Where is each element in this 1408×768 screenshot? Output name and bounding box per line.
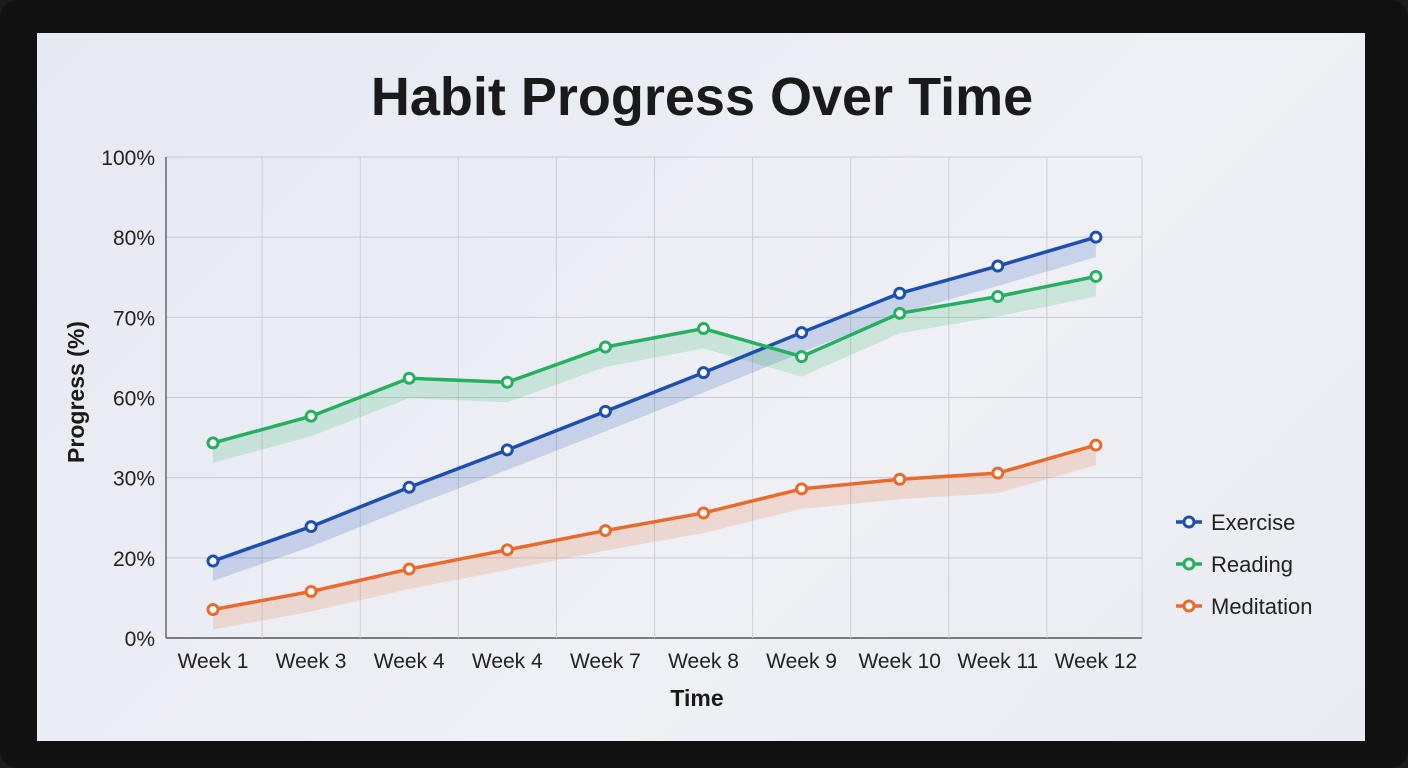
series-lines bbox=[206, 230, 1103, 617]
data-point-meditation bbox=[1089, 438, 1103, 452]
y-tick-label: 0% bbox=[125, 628, 155, 651]
legend-label-exercise: Exercise bbox=[1211, 510, 1295, 535]
legend-label-reading: Reading bbox=[1211, 552, 1293, 577]
chart-title: Habit Progress Over Time bbox=[371, 67, 1033, 127]
data-point-exercise bbox=[598, 404, 612, 418]
x-tick-label: Week 10 bbox=[858, 650, 941, 673]
data-point-exercise bbox=[795, 326, 809, 340]
data-point-meditation bbox=[206, 603, 220, 617]
x-tick-label: Week 3 bbox=[276, 650, 347, 673]
y-tick-label: 80% bbox=[113, 227, 155, 250]
data-point-exercise bbox=[1089, 230, 1103, 244]
data-point-exercise bbox=[893, 286, 907, 300]
series-line-meditation bbox=[212, 443, 1097, 612]
x-tick-label: Week 9 bbox=[766, 650, 837, 673]
data-point-reading bbox=[598, 340, 612, 354]
x-tick-label: Week 11 bbox=[957, 650, 1038, 673]
series-shadow-exercise bbox=[213, 237, 1096, 582]
series-line-exercise bbox=[212, 235, 1097, 563]
y-tick-label: 30% bbox=[113, 468, 155, 491]
legend-marker-reading bbox=[1182, 557, 1196, 571]
x-tick-label: Week 4 bbox=[472, 650, 543, 673]
data-point-reading bbox=[795, 350, 809, 364]
x-ticks: Week 1 Week 3 Week 4 Week 4 Week 7 Week 8 Week… bbox=[178, 650, 1138, 673]
x-tick-label: Week 7 bbox=[570, 650, 641, 673]
y-tick-label: 20% bbox=[113, 548, 155, 571]
data-point-exercise bbox=[991, 259, 1005, 273]
screen bbox=[37, 33, 1365, 741]
data-point-meditation bbox=[500, 543, 514, 557]
data-point-reading bbox=[500, 375, 514, 389]
y-tick-label: 100% bbox=[101, 147, 155, 170]
x-tick-label: Week 8 bbox=[668, 650, 739, 673]
data-point-reading bbox=[206, 436, 220, 450]
data-point-exercise bbox=[500, 443, 514, 457]
x-tick-label: Week 12 bbox=[1055, 650, 1138, 673]
data-point-exercise bbox=[304, 520, 318, 534]
data-point-reading bbox=[402, 371, 416, 385]
data-point-reading bbox=[697, 322, 710, 336]
legend-label-meditation: Meditation bbox=[1211, 594, 1313, 619]
data-point-meditation bbox=[697, 506, 710, 520]
x-tick-label: Week 4 bbox=[374, 650, 445, 673]
legend-marker-meditation bbox=[1182, 599, 1196, 613]
legend-marker-exercise bbox=[1182, 515, 1196, 529]
data-point-exercise bbox=[697, 366, 710, 380]
y-ticks: 0% 20% 30% 60% 70% 80% 100% bbox=[101, 147, 155, 651]
data-point-reading bbox=[991, 289, 1005, 303]
series-line-reading bbox=[212, 274, 1097, 445]
x-tick-label: Week 1 bbox=[178, 650, 249, 673]
y-tick-label: 60% bbox=[113, 388, 155, 411]
x-axis-label: Time bbox=[670, 685, 723, 711]
series-shadow-meditation bbox=[213, 445, 1096, 630]
legend: Exercise Reading Meditation bbox=[1176, 510, 1313, 619]
grid bbox=[165, 156, 1143, 639]
data-point-meditation bbox=[991, 466, 1005, 480]
data-point-reading bbox=[893, 306, 907, 320]
data-point-meditation bbox=[598, 524, 612, 538]
data-point-meditation bbox=[795, 482, 809, 496]
data-point-meditation bbox=[893, 472, 907, 486]
data-point-meditation bbox=[402, 562, 416, 576]
y-axis-label: Progress (%) bbox=[63, 321, 89, 463]
y-tick-label: 70% bbox=[113, 307, 155, 330]
data-point-reading bbox=[1089, 269, 1103, 283]
data-point-reading bbox=[304, 409, 318, 423]
data-point-exercise bbox=[402, 480, 416, 494]
data-point-meditation bbox=[304, 585, 318, 599]
data-point-exercise bbox=[206, 554, 220, 568]
